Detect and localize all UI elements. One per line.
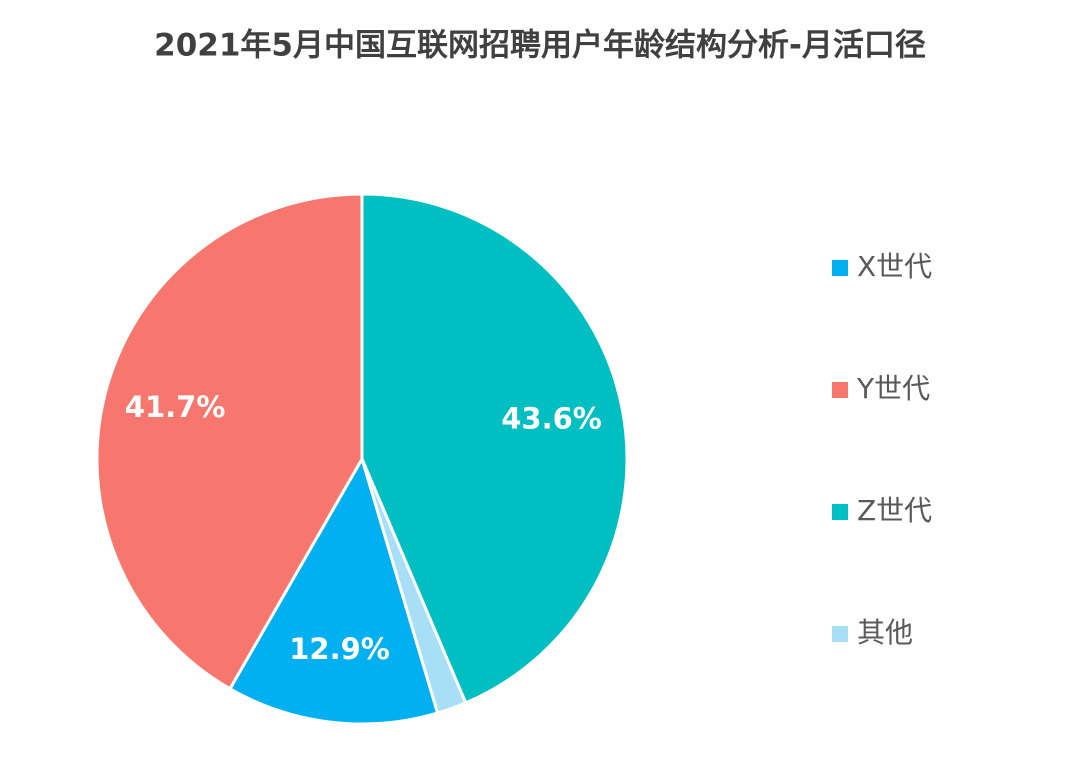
legend-label: Z世代: [857, 494, 932, 527]
pie-slice: [95, 192, 364, 691]
pie-slice: [227, 455, 440, 726]
legend-swatch: [832, 626, 848, 642]
legend-swatch: [832, 382, 848, 398]
legend-label: X世代: [857, 250, 932, 283]
data-label: 12.9%: [289, 632, 390, 666]
legend-swatch: [832, 260, 848, 276]
data-label: 41.7%: [125, 390, 226, 424]
legend-swatch: [832, 504, 848, 520]
legend-label: 其他: [857, 616, 913, 649]
data-label: 43.6%: [501, 401, 602, 435]
pie-slice: [360, 192, 629, 705]
chart-title: 2021年5月中国互联网招聘用户年龄结构分析-月活口径: [154, 28, 926, 64]
legend-label: Y世代: [856, 372, 930, 405]
